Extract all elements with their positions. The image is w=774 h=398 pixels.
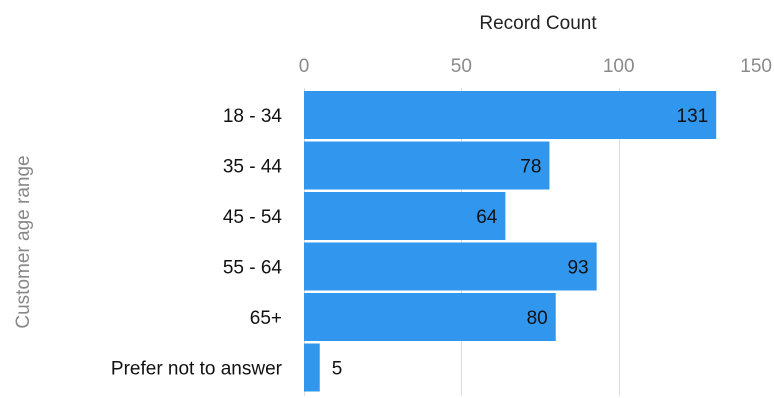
x-tick-labels: 0 50 100 150 — [299, 56, 772, 77]
x-axis-title: Record Count — [479, 13, 597, 34]
x-tick-label: 150 — [740, 56, 772, 77]
category-label: 35 - 44 — [223, 157, 283, 178]
data-label: 5 — [332, 359, 343, 380]
data-label: 131 — [677, 106, 709, 127]
x-tick-label: 0 — [299, 56, 310, 77]
data-label: 93 — [567, 258, 588, 279]
data-label: 78 — [520, 157, 541, 178]
bar — [304, 343, 320, 392]
x-tick-label: 50 — [451, 56, 472, 77]
bar — [304, 141, 550, 190]
data-label: 64 — [476, 207, 498, 228]
y-axis-title: Customer age range — [13, 155, 34, 328]
bar — [304, 242, 597, 291]
bar — [304, 91, 717, 139]
bars: 131 78 64 93 80 5 — [304, 91, 717, 392]
category-label: 45 - 54 — [223, 207, 283, 228]
data-label: 80 — [527, 308, 548, 329]
category-labels: 18 - 34 35 - 44 45 - 54 55 - 64 65+ Prefer no… — [111, 106, 283, 380]
category-label: Prefer not to answer — [111, 359, 283, 380]
bar — [304, 293, 556, 341]
x-tick-label: 100 — [603, 56, 635, 77]
category-label: 18 - 34 — [223, 106, 283, 127]
bar — [304, 192, 506, 240]
category-label: 65+ — [250, 308, 282, 329]
category-label: 55 - 64 — [223, 258, 283, 279]
